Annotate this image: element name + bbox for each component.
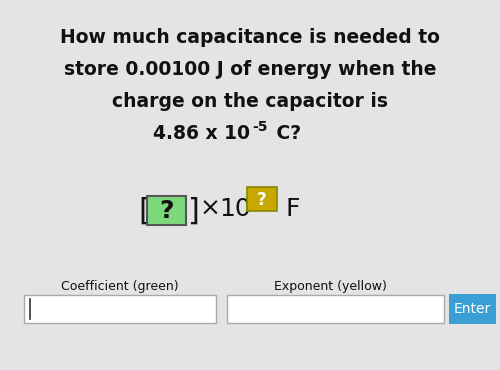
Text: [: [ xyxy=(138,197,150,226)
Text: ?: ? xyxy=(257,191,267,209)
FancyBboxPatch shape xyxy=(24,295,216,323)
FancyBboxPatch shape xyxy=(147,196,186,225)
Text: charge on the capacitor is: charge on the capacitor is xyxy=(112,92,388,111)
Text: Exponent (yellow): Exponent (yellow) xyxy=(274,280,386,293)
FancyBboxPatch shape xyxy=(227,295,444,323)
Text: C?: C? xyxy=(270,124,301,143)
Text: ]: ] xyxy=(187,197,199,226)
Text: 10: 10 xyxy=(219,197,251,221)
Text: Coefficient (green): Coefficient (green) xyxy=(61,280,179,293)
Text: ×: × xyxy=(200,197,220,221)
Text: F: F xyxy=(285,197,300,221)
Text: store 0.00100 J of energy when the: store 0.00100 J of energy when the xyxy=(64,60,436,79)
Text: ?: ? xyxy=(159,199,174,223)
FancyBboxPatch shape xyxy=(449,294,496,324)
Text: 4.86 x 10: 4.86 x 10 xyxy=(153,124,250,143)
Text: -5: -5 xyxy=(252,120,268,134)
FancyBboxPatch shape xyxy=(247,187,277,211)
Text: Enter: Enter xyxy=(454,302,490,316)
Text: How much capacitance is needed to: How much capacitance is needed to xyxy=(60,28,440,47)
